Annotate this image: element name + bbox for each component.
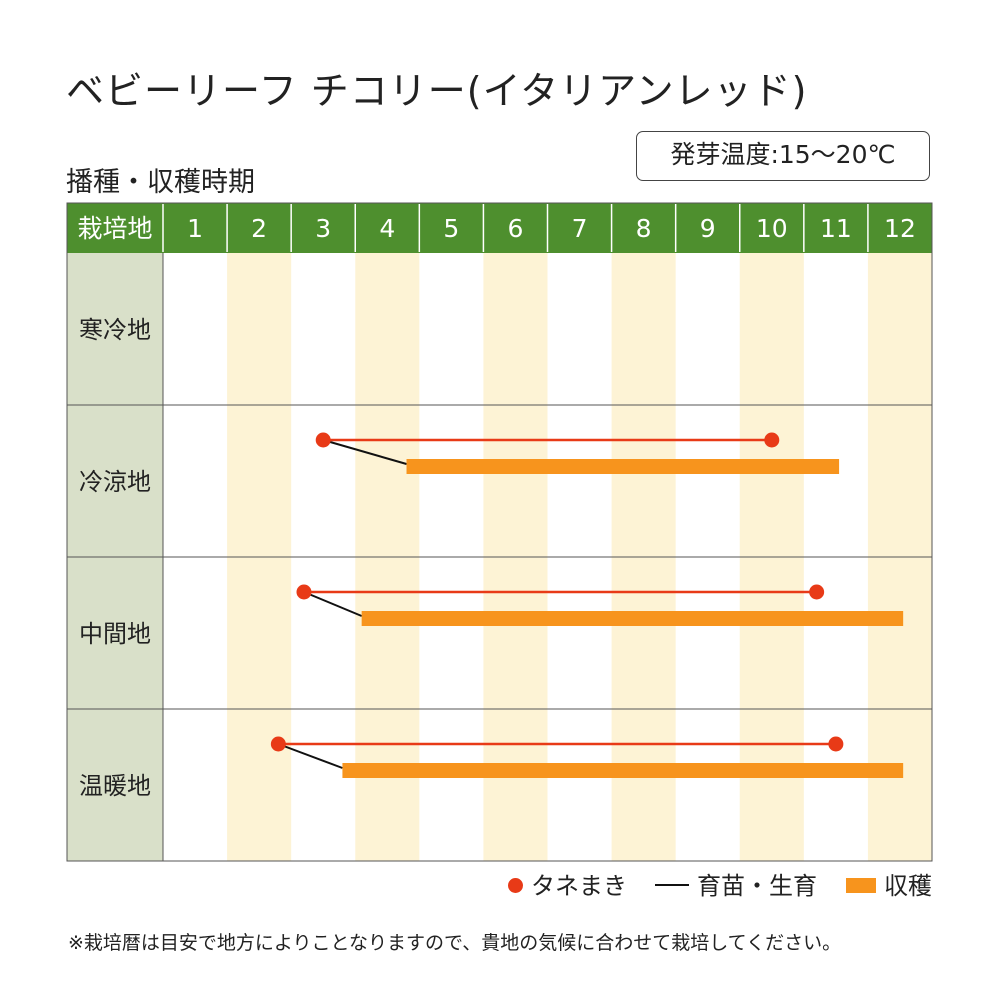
region-label: 温暖地 — [79, 772, 151, 800]
germination-temp-badge: 発芽温度:15〜20℃ — [636, 131, 930, 181]
sowing-end-dot — [809, 584, 825, 600]
nursery-line-icon — [655, 884, 689, 886]
month-label-7: 7 — [572, 214, 588, 243]
region-label: 寒冷地 — [79, 316, 151, 344]
month-label-9: 9 — [700, 214, 716, 243]
month-label-12: 12 — [884, 214, 916, 243]
legend-nursery-label: 育苗・生育 — [697, 872, 817, 900]
month-label-4: 4 — [379, 214, 395, 243]
sowing-dot-icon — [508, 877, 523, 893]
sowing-start-dot — [270, 736, 286, 752]
chart-title: ベビーリーフ チコリー(イタリアンレッド) — [66, 69, 808, 113]
nursery-line — [303, 591, 363, 617]
harvest-bar — [406, 459, 840, 474]
region-label: 冷涼地 — [79, 468, 151, 496]
region-label: 中間地 — [79, 620, 151, 648]
legend-sowing: タネまき — [508, 870, 627, 902]
sowing-start-dot — [315, 432, 331, 448]
header-row-bg — [67, 203, 932, 253]
chart-border — [66, 202, 933, 862]
month-label-11: 11 — [820, 214, 852, 243]
sowing-end-dot — [828, 736, 844, 752]
month-label-3: 3 — [315, 214, 331, 243]
legend-sowing-label: タネまき — [531, 872, 627, 900]
sowing-start-dot — [296, 584, 312, 600]
month-label-5: 5 — [443, 214, 459, 243]
month-label-10: 10 — [756, 214, 788, 243]
header-label: 栽培地 — [77, 214, 152, 243]
footnote: ※栽培暦は目安で地方によりことなりますので、貴地の気候に合わせて栽培してください… — [68, 932, 842, 954]
nursery-line — [322, 439, 407, 465]
nursery-line — [277, 743, 343, 769]
harvest-bar-icon — [846, 877, 876, 893]
month-label-1: 1 — [187, 214, 203, 243]
legend-harvest-label: 収穫 — [884, 872, 932, 900]
sowing-end-dot — [764, 432, 780, 448]
chart-subtitle: 播種・収穫時期 — [66, 167, 255, 198]
month-label-6: 6 — [508, 214, 524, 243]
harvest-bar — [361, 611, 904, 626]
month-label-8: 8 — [636, 214, 652, 243]
month-label-2: 2 — [251, 214, 267, 243]
harvest-bar — [342, 763, 904, 778]
legend-harvest: 収穫 — [846, 870, 932, 902]
legend-nursery: 育苗・生育 — [655, 870, 817, 902]
